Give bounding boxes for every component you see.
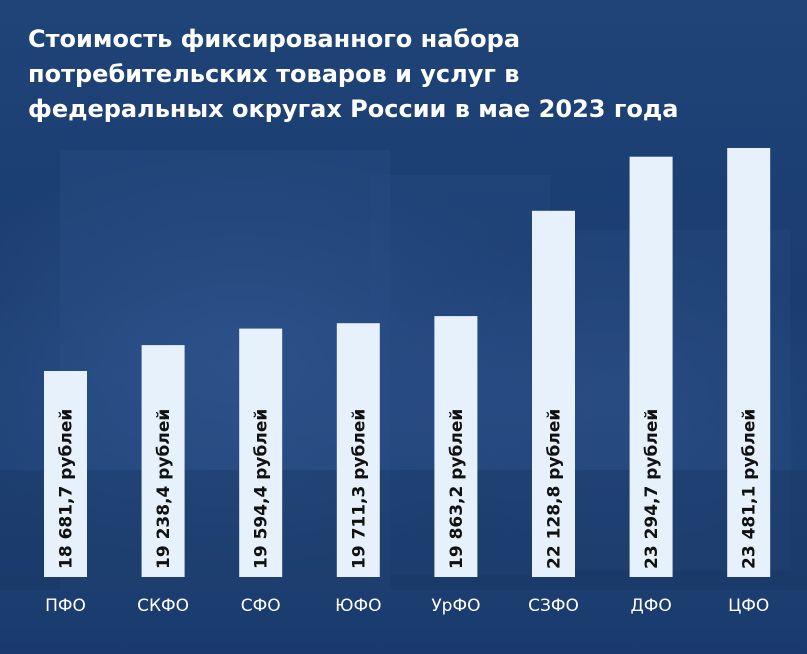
bar-ЦФО: [727, 148, 771, 577]
bar-ПФО: [44, 371, 87, 577]
category-label: ДФО: [630, 596, 671, 616]
category-label: СЗФО: [528, 596, 579, 616]
category-label: ПФО: [45, 596, 86, 616]
category-label: ЦФО: [728, 596, 769, 616]
category-label: СФО: [241, 596, 281, 616]
bar-СФО: [239, 328, 283, 577]
bar-ДФО: [629, 156, 673, 577]
chart-title-line-1: Стоимость фиксированного набора: [28, 25, 521, 53]
bar-УрФО: [434, 316, 478, 577]
bar-value-label: 23 294,7 рублей: [642, 409, 662, 569]
bar-ЮФО: [336, 323, 380, 577]
category-label: СКФО: [137, 596, 189, 616]
chart-title: Стоимость фиксированного набора потребит…: [28, 22, 728, 127]
category-label: ЮФО: [335, 596, 381, 616]
bar-value-label: 23 481,1 рублей: [740, 409, 760, 569]
bar-value-label: 19 594,4 рублей: [252, 409, 272, 569]
chart-title-line-2: потребительских товаров и услуг в: [28, 60, 520, 88]
bar-СЗФО: [532, 210, 575, 578]
category-label: УрФО: [431, 596, 480, 616]
chart-title-line-3: федеральных округах России в мае 2023 го…: [28, 95, 679, 123]
bar-value-label: 19 238,4 рублей: [154, 409, 174, 569]
bar-value-label: 18 681,7 рублей: [57, 409, 77, 569]
bar-value-label: 19 711,3 рублей: [349, 409, 369, 569]
bar-value-label: 22 128,8 рублей: [545, 409, 565, 569]
bar-СКФО: [141, 345, 185, 577]
bar-value-label: 19 863,2 рублей: [447, 409, 467, 569]
